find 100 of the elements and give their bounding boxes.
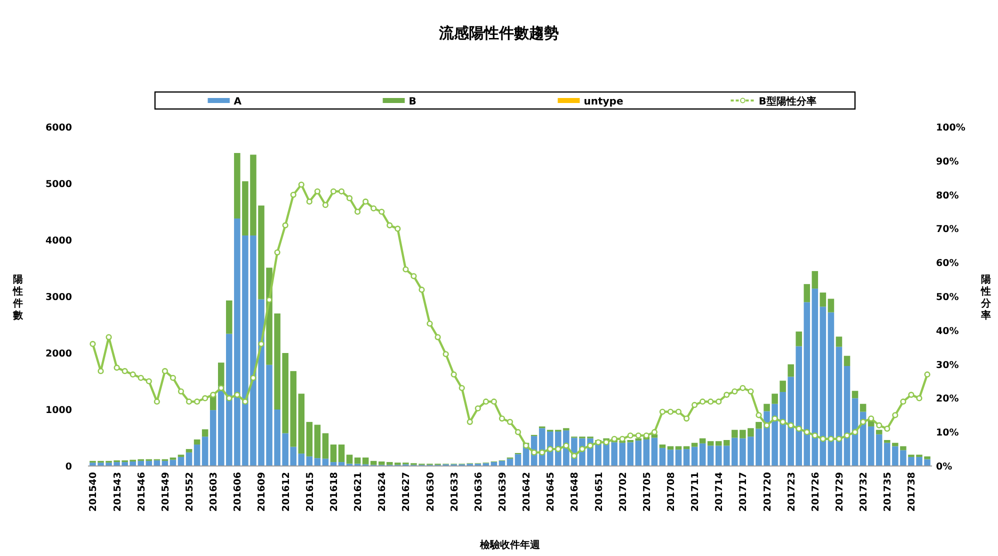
bar <box>330 444 337 462</box>
bar <box>194 439 200 445</box>
x-tick-label: 201702 <box>618 472 629 512</box>
x-tick-label: 201624 <box>377 472 388 512</box>
bar <box>667 446 674 450</box>
bar <box>820 292 826 307</box>
legend-label: B <box>408 96 416 108</box>
bar <box>828 312 834 466</box>
bar <box>314 458 321 466</box>
x-tick-label: 201621 <box>353 472 364 512</box>
bar <box>514 454 522 466</box>
x-tick-label: 201720 <box>762 472 774 512</box>
bar <box>764 404 770 412</box>
bar <box>667 450 674 466</box>
bar <box>780 380 786 392</box>
x-tick-label: 201603 <box>208 472 220 512</box>
x-tick-label: 201627 <box>401 472 412 512</box>
x-tick-label: 201633 <box>449 472 460 512</box>
x-tick-label: 201645 <box>546 472 557 512</box>
x-tick-label: 201705 <box>642 472 653 512</box>
bar <box>836 336 842 347</box>
y-tick-label: 3000 <box>46 292 72 303</box>
bar <box>635 440 642 466</box>
bar <box>306 422 313 456</box>
bar <box>354 458 361 464</box>
bar <box>772 394 778 404</box>
y2-tick-label: 50% <box>936 292 960 303</box>
x-tick-label: 201540 <box>88 472 100 512</box>
bar <box>322 458 329 466</box>
bar <box>804 284 810 302</box>
y2-tick-label: 10% <box>936 428 960 439</box>
x-tick-label: 201723 <box>786 472 798 512</box>
x-tick-label: 201717 <box>738 472 750 512</box>
bar <box>378 461 385 465</box>
bar <box>820 306 826 466</box>
bar <box>186 449 192 452</box>
x-tick-label: 201606 <box>232 472 244 512</box>
y-tick-label: 2000 <box>46 348 72 360</box>
bar <box>651 438 658 466</box>
bar <box>804 302 810 466</box>
x-tick-label: 201735 <box>882 472 894 512</box>
bar <box>876 434 882 466</box>
bar <box>683 446 690 450</box>
bar <box>202 429 208 437</box>
bar <box>362 458 369 464</box>
x-tick-label: 201615 <box>304 472 316 512</box>
bar <box>868 426 874 466</box>
y2-tick-label: 60% <box>936 258 960 270</box>
bar <box>194 444 200 466</box>
bar <box>226 300 232 334</box>
bar <box>788 364 794 377</box>
y2-tick-label: 0% <box>936 462 953 472</box>
x-tick-label: 201546 <box>136 472 148 512</box>
bar <box>707 446 714 466</box>
x-tick-label: 201543 <box>112 472 124 512</box>
y-tick-label: 5000 <box>46 179 72 190</box>
bar <box>844 366 850 466</box>
bar <box>860 404 866 412</box>
bar <box>828 298 834 312</box>
bar <box>210 410 216 466</box>
bar <box>699 438 706 444</box>
bar <box>812 271 818 289</box>
x-tick-label: 201552 <box>184 472 196 512</box>
bar <box>186 452 192 466</box>
x-tick-label: 201732 <box>858 472 870 512</box>
x-tick-label: 201708 <box>666 472 677 512</box>
bar <box>370 460 377 465</box>
legend-label: B型陽性分率 <box>758 96 816 108</box>
x-tick-label: 201636 <box>473 472 484 512</box>
chart-title: 流感陽性件數趨勢 <box>438 24 559 42</box>
y2-tick-label: 80% <box>936 190 960 202</box>
x-tick-label: 201729 <box>834 472 846 512</box>
bar <box>338 444 345 462</box>
x-tick-label: 201618 <box>328 472 340 512</box>
bar <box>852 398 858 466</box>
x-tick-label: 201738 <box>906 472 918 512</box>
x-tick-label: 201714 <box>714 472 726 512</box>
bar <box>659 444 666 448</box>
x-tick-label: 201549 <box>160 472 172 512</box>
bar <box>796 332 802 346</box>
x-tick-label: 201726 <box>810 472 822 512</box>
y-tick-label: 6000 <box>46 122 72 134</box>
y-tick-label: 0 <box>65 462 72 472</box>
x-tick-label: 201609 <box>256 472 268 512</box>
y2-axis-title: 陽性分率 <box>980 274 992 322</box>
x-tick-label: 201648 <box>570 472 581 512</box>
x-tick-label: 201642 <box>522 472 533 512</box>
y2-tick-label: 90% <box>936 156 960 168</box>
x-axis-title: 檢驗收件年週 <box>479 539 541 551</box>
bar <box>178 456 184 466</box>
x-tick-label: 201612 <box>280 472 292 512</box>
y2-tick-label: 30% <box>936 360 960 371</box>
bar <box>506 458 514 466</box>
x-tick-label: 201639 <box>497 472 508 512</box>
y-axis-title: 陽性件數 <box>12 274 24 322</box>
bar <box>707 441 714 446</box>
x-tick-label: 201651 <box>594 472 605 512</box>
bar <box>812 288 818 466</box>
bar <box>683 449 690 466</box>
y2-tick-label: 100% <box>936 122 966 134</box>
